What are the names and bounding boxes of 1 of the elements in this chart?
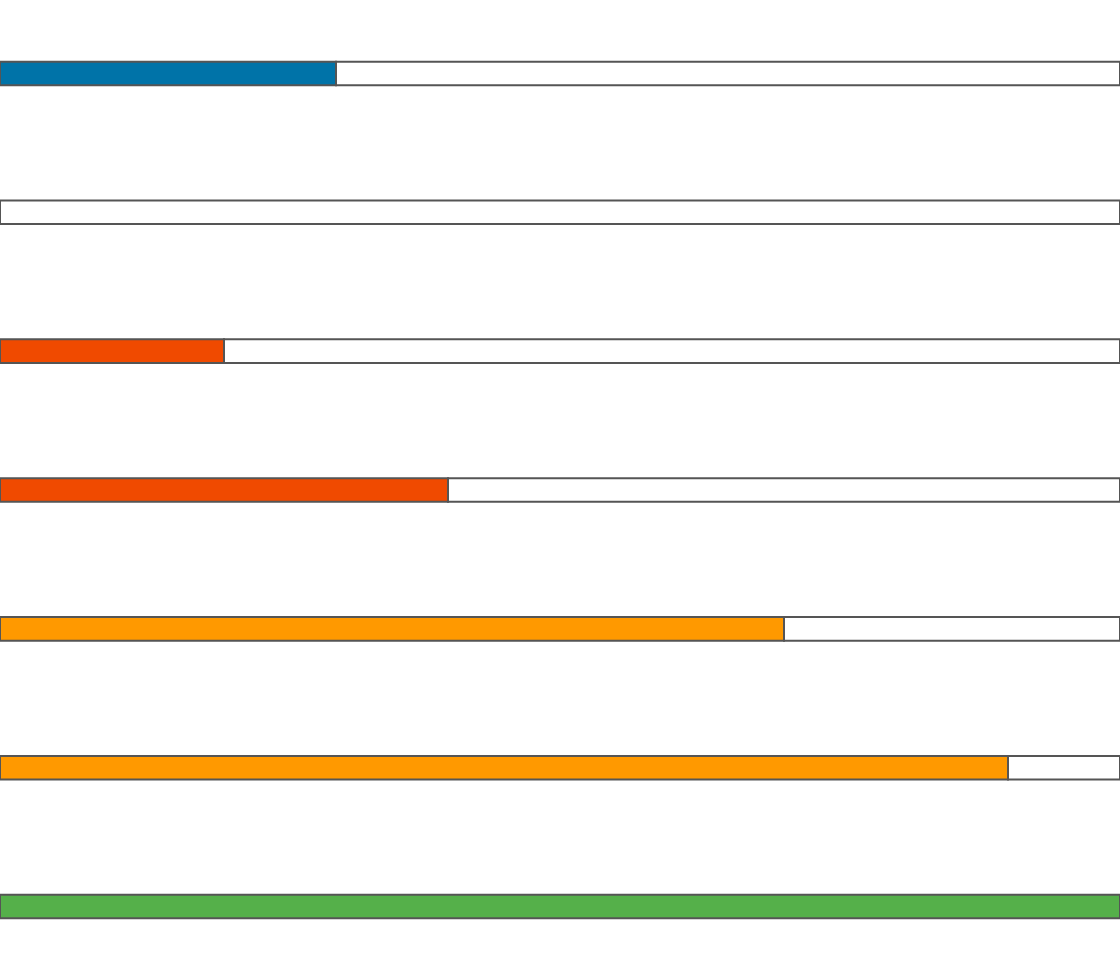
bar — [0, 893, 1120, 920]
